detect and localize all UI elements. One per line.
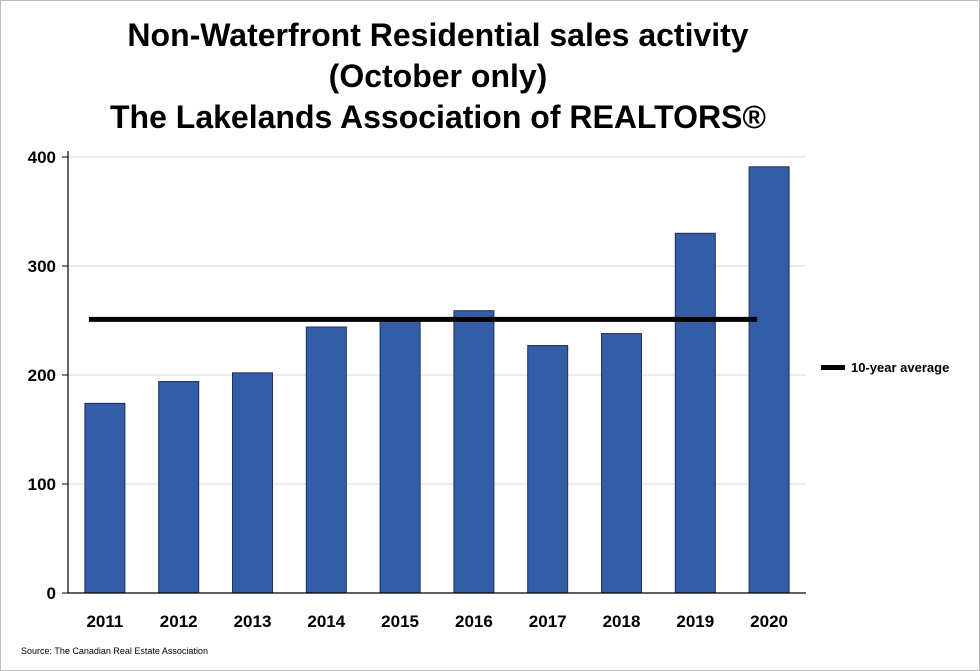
- legend-average-label: 10-year average: [851, 360, 950, 375]
- chart-title-line-3: The Lakelands Association of REALTORS®: [110, 99, 766, 135]
- x-tick-label-2020: 2020: [750, 612, 788, 631]
- bar-2019: [674, 232, 716, 594]
- bar-2013: [232, 372, 273, 594]
- y-tick-label-100: 100: [28, 475, 56, 494]
- chart-title: Non-Waterfront Residential sales activit…: [1, 15, 875, 138]
- y-tick-label-300: 300: [28, 257, 56, 276]
- y-tick-label-200: 200: [28, 366, 56, 385]
- x-tick-label-2017: 2017: [529, 612, 567, 631]
- x-tick-label-2019: 2019: [676, 612, 714, 631]
- bar-2014: [305, 326, 347, 594]
- bar-2018: [601, 333, 642, 594]
- x-tick-label-2018: 2018: [603, 612, 641, 631]
- x-tick-label-2016: 2016: [455, 612, 493, 631]
- bar-2015: [379, 318, 421, 594]
- x-tick-label-2013: 2013: [234, 612, 272, 631]
- bar-2016: [453, 310, 495, 594]
- x-tick-label-2014: 2014: [307, 612, 345, 631]
- x-tick-label-2012: 2012: [160, 612, 198, 631]
- legend: 10-year average: [821, 360, 949, 375]
- bar-2017: [527, 345, 569, 594]
- y-tick-label-400: 400: [28, 148, 56, 167]
- source-note: Source: The Canadian Real Estate Associa…: [21, 646, 208, 656]
- chart-title-line-1: Non-Waterfront Residential sales activit…: [127, 17, 749, 53]
- chart-title-line-2: (October only): [328, 58, 548, 94]
- bar-2020: [748, 166, 790, 594]
- legend-average-swatch: [821, 365, 845, 370]
- x-tick-label-2011: 2011: [86, 612, 123, 631]
- y-tick-label-0: 0: [47, 584, 56, 603]
- bar-2012: [158, 381, 200, 594]
- bar-2011: [84, 402, 126, 594]
- x-tick-label-2015: 2015: [381, 612, 419, 631]
